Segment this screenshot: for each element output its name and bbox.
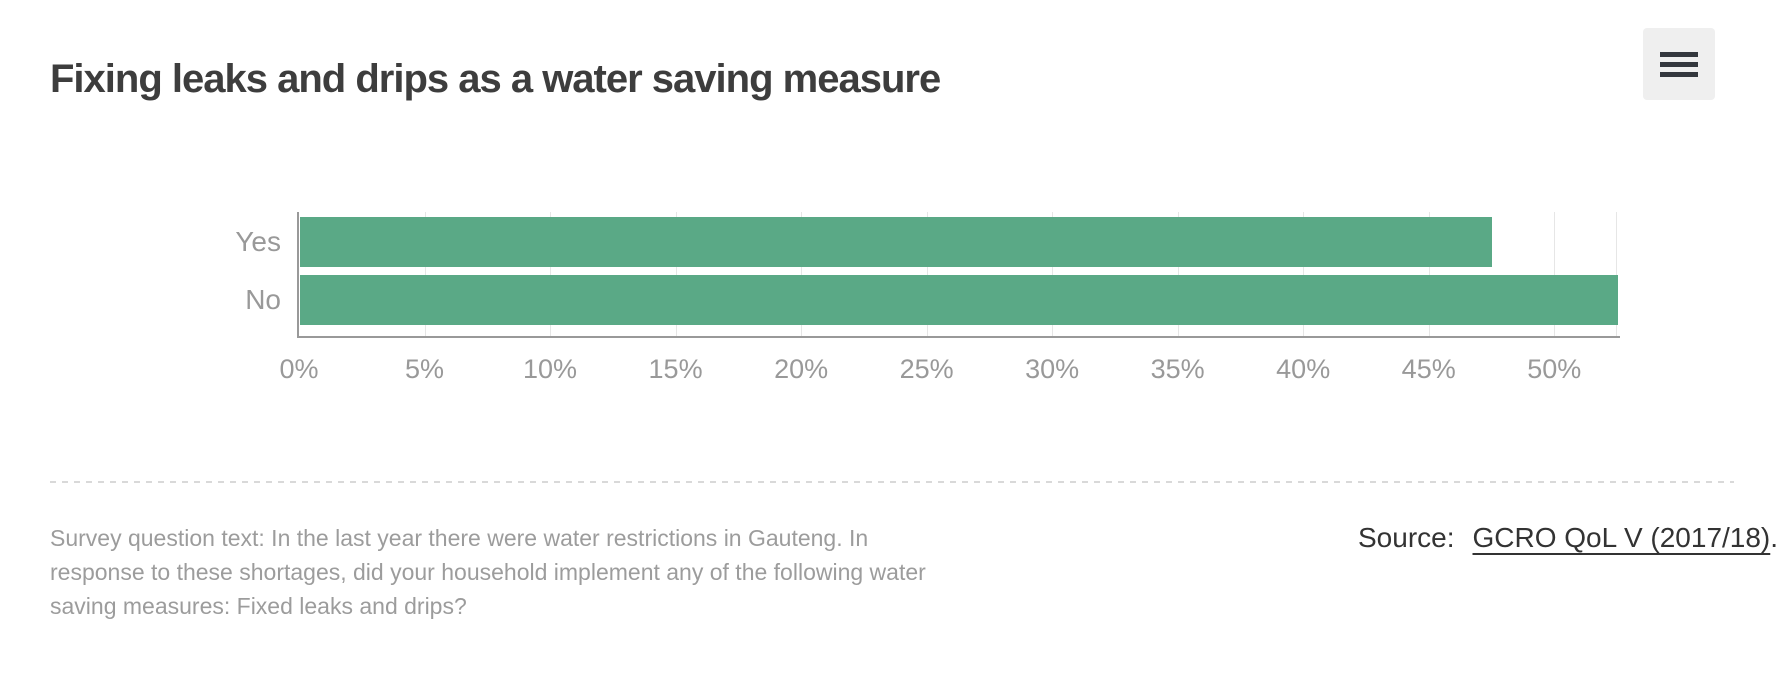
survey-question-text: Survey question text: In the last year t…: [50, 521, 926, 623]
gridline: [1428, 212, 1430, 336]
page-title: Fixing leaks and drips as a water saving…: [50, 56, 941, 101]
bar-yes[interactable]: [300, 217, 1493, 267]
category-label-yes: Yes: [235, 226, 281, 257]
source-link[interactable]: GCRO QoL V (2017/18): [1472, 522, 1771, 553]
x-tick-label: 25%: [899, 354, 954, 384]
x-tick-label: 20%: [774, 354, 829, 384]
gridline: [550, 212, 552, 336]
category-label-no: No: [245, 284, 281, 315]
x-tick-label: 5%: [405, 354, 445, 384]
survey-question-line: response to these shortages, did your ho…: [50, 559, 926, 585]
y-axis-line: [297, 212, 299, 338]
hamburger-icon: [1660, 51, 1698, 77]
bar-chart: 0% 5% 10% 15% 20% 25% 30% 35% 40% 45% 50% Yes No: [0, 212, 1784, 402]
gridline: [675, 212, 677, 336]
gridline: [424, 212, 426, 336]
x-tick-label: 30%: [1025, 354, 1080, 384]
gridline: [1303, 212, 1305, 336]
x-tick-label: 40%: [1276, 354, 1331, 384]
gridline: [1177, 212, 1179, 336]
gridline: [1554, 212, 1556, 336]
gridline: [1616, 212, 1617, 336]
gridline: [926, 212, 928, 336]
x-tick-label: 0%: [279, 354, 319, 384]
x-tick-label: 35%: [1150, 354, 1205, 384]
source-label: Source:: [1358, 522, 1455, 553]
x-tick-label: 10%: [523, 354, 578, 384]
gridline: [801, 212, 803, 336]
gridline: [1052, 212, 1054, 336]
survey-question-line: saving measures: Fixed leaks and drips?: [50, 593, 467, 619]
survey-question-line: Survey question text: In the last year t…: [50, 525, 869, 551]
x-axis-line: [297, 336, 1620, 338]
bar-no[interactable]: [300, 275, 1618, 325]
x-tick-label: 15%: [648, 354, 703, 384]
dashed-divider: [50, 481, 1734, 483]
x-tick-label: 45%: [1401, 354, 1456, 384]
menu-button[interactable]: [1643, 28, 1715, 100]
x-tick-label: 50%: [1527, 354, 1582, 384]
source-suffix: .: [1770, 522, 1779, 553]
source-line: Source: GCRO QoL V (2017/18).: [1358, 522, 1778, 554]
